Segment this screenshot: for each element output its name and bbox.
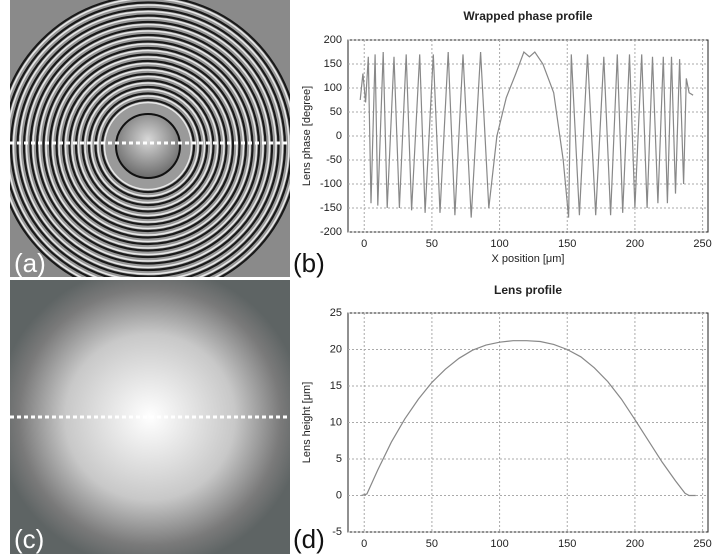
y-tick-label: 150 — [324, 58, 342, 70]
y-axis-label: Lens height [μm] — [301, 382, 313, 464]
y-axis-label: Lens phase [degree] — [301, 86, 313, 186]
x-tick-label: 150 — [558, 538, 576, 550]
panel-label: (b) — [293, 248, 325, 278]
y-tick-label: -100 — [320, 178, 342, 190]
x-tick-label: 100 — [490, 238, 508, 250]
y-tick-label: -200 — [320, 226, 342, 238]
core — [115, 113, 181, 179]
data-line — [361, 340, 696, 497]
phase-image — [10, 0, 290, 277]
y-tick-label: 50 — [330, 106, 342, 118]
chart-title: Wrapped phase profile — [463, 9, 592, 23]
panel-label: (d) — [293, 524, 325, 554]
y-tick-label: 0 — [336, 489, 342, 501]
y-tick-label: 15 — [330, 380, 342, 392]
x-tick-label: 50 — [426, 538, 438, 550]
x-tick-label: 250 — [693, 538, 711, 550]
y-tick-label: 25 — [330, 307, 342, 319]
x-tick-label: 100 — [490, 538, 508, 550]
x-tick-label: 50 — [426, 238, 438, 250]
x-tick-label: 200 — [626, 238, 644, 250]
data-line — [359, 50, 694, 218]
fringe — [38, 36, 258, 256]
fringe — [19, 17, 277, 275]
x-axis-label: X position [μm] — [492, 253, 565, 265]
y-tick-label: -5 — [332, 526, 342, 538]
y-tick-label: -150 — [320, 202, 342, 214]
y-tick-label: -50 — [326, 154, 342, 166]
y-tick-label: 20 — [330, 343, 342, 355]
fringe — [58, 56, 238, 236]
fringe — [51, 49, 245, 243]
fringe — [71, 69, 225, 223]
fringe — [90, 88, 206, 204]
x-tick-label: 0 — [361, 238, 367, 250]
chart-title: Lens profile — [494, 283, 562, 297]
x-tick-label: 0 — [361, 538, 367, 550]
fringe — [97, 95, 199, 197]
y-tick-label: 200 — [324, 34, 342, 46]
x-tick-label: 250 — [693, 238, 711, 250]
fringe — [77, 75, 219, 217]
x-tick-label: 150 — [558, 238, 576, 250]
fringe — [12, 10, 284, 277]
fringe — [64, 62, 232, 230]
fringe — [32, 30, 264, 262]
x-tick-label: 200 — [626, 538, 644, 550]
y-tick-label: 0 — [336, 130, 342, 142]
fringe — [45, 43, 251, 249]
y-tick-label: 100 — [324, 82, 342, 94]
panel-label: (c) — [14, 524, 44, 554]
y-tick-label: 10 — [330, 416, 342, 428]
y-tick-label: 5 — [336, 453, 342, 465]
fringe — [103, 101, 193, 191]
fringe — [10, 4, 290, 277]
panel-label: (a) — [14, 248, 46, 278]
fringe — [84, 82, 212, 210]
fringe — [25, 23, 271, 269]
